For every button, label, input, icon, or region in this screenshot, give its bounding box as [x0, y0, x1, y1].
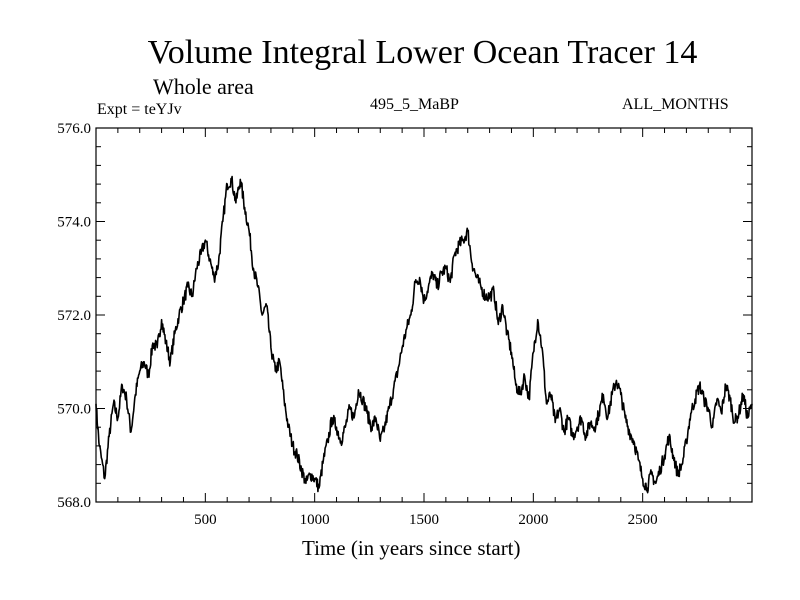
chart-title: Volume Integral Lower Ocean Tracer 14 [147, 34, 698, 71]
x-tick-label: 2000 [518, 512, 548, 528]
chart-subtitle: Whole area [153, 74, 254, 99]
months-label: ALL_MONTHS [622, 96, 729, 113]
period-label: 495_5_MaBP [370, 96, 459, 113]
y-tick-label: 574.0 [57, 215, 91, 231]
x-tick-label: 2500 [628, 512, 658, 528]
y-tick-label: 568.0 [57, 495, 91, 511]
series-line [95, 175, 753, 494]
axis-ticks [96, 128, 752, 502]
y-tick-label: 572.0 [57, 308, 91, 324]
x-tick-label: 500 [194, 512, 217, 528]
plot-frame [95, 127, 753, 503]
experiment-label: Expt = teYJv [97, 101, 182, 118]
x-tick-label: 1500 [409, 512, 439, 528]
y-tick-label: 570.0 [57, 402, 91, 418]
axis-tick-labels: 500 1000 1500 2000 2500 568.0 570.0 572.0 574.0 5… [57, 121, 657, 528]
y-tick-label: 576.0 [57, 121, 91, 137]
x-tick-label: 1000 [300, 512, 330, 528]
x-axis-label: Time (in years since start) [302, 536, 521, 560]
